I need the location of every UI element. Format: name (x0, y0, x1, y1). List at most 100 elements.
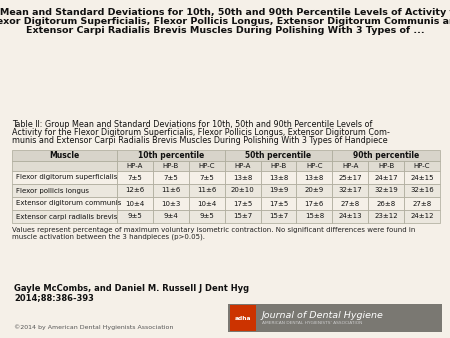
Text: 7±5: 7±5 (163, 174, 178, 180)
Bar (368, 161, 404, 171)
Bar (117, 197, 153, 210)
Bar (225, 150, 333, 161)
Text: Extensor digitorum communis: Extensor digitorum communis (16, 200, 122, 207)
Text: HP-A: HP-A (127, 163, 143, 169)
Text: 12±6: 12±6 (125, 188, 144, 193)
Text: 24±13: 24±13 (338, 214, 362, 219)
Text: HP-A: HP-A (342, 163, 359, 169)
Text: 15±8: 15±8 (305, 214, 324, 219)
Bar (12, 197, 117, 210)
Text: Table II: Group Mean and Standard Deviations for 10th, 50th and 90th Percentile : Table II: Group Mean and Standard Deviat… (12, 120, 373, 129)
Bar (261, 171, 297, 184)
Bar (333, 197, 368, 210)
Text: Values represent percentage of maximum voluntary isometric contraction. No signi: Values represent percentage of maximum v… (12, 227, 415, 233)
Text: 24±15: 24±15 (410, 174, 434, 180)
Text: HP-C: HP-C (306, 163, 323, 169)
Text: 11±6: 11±6 (197, 188, 216, 193)
Bar (333, 184, 368, 197)
Bar (404, 197, 440, 210)
Bar (117, 171, 153, 184)
Text: Activity for the Flexor Digitorum Superficialis, Flexor Pollicis Longus, Extenso: Activity for the Flexor Digitorum Superf… (12, 128, 390, 137)
Bar (225, 210, 261, 223)
Text: 17±5: 17±5 (233, 200, 252, 207)
Text: 27±8: 27±8 (341, 200, 360, 207)
Bar (297, 197, 333, 210)
Bar (297, 171, 333, 184)
Text: munis and Extensor Carpi Radialis Brevis Muscles During Polishing With 3 Types o: munis and Extensor Carpi Radialis Brevis… (12, 137, 387, 145)
Text: HP-C: HP-C (414, 163, 430, 169)
Text: 10±4: 10±4 (125, 200, 144, 207)
Text: Extensor carpi radialis brevis: Extensor carpi radialis brevis (16, 214, 117, 219)
Text: adha: adha (235, 315, 251, 320)
Bar (404, 210, 440, 223)
Text: 7±5: 7±5 (199, 174, 214, 180)
Bar (189, 161, 225, 171)
Bar (261, 197, 297, 210)
Text: Flexor pollicis longus: Flexor pollicis longus (16, 188, 89, 193)
Bar (153, 197, 189, 210)
Text: HP-B: HP-B (270, 163, 287, 169)
Bar (261, 210, 297, 223)
Bar (225, 161, 261, 171)
Text: Journal of Dental Hygiene: Journal of Dental Hygiene (262, 311, 384, 319)
Text: HP-B: HP-B (163, 163, 179, 169)
Text: 20±10: 20±10 (231, 188, 255, 193)
Bar (117, 150, 225, 161)
Bar (228, 304, 442, 332)
Bar (153, 184, 189, 197)
Bar (261, 184, 297, 197)
Text: Muscle: Muscle (50, 151, 80, 160)
Bar (368, 184, 404, 197)
Text: 10±3: 10±3 (161, 200, 180, 207)
Text: 10th percentile: 10th percentile (138, 151, 204, 160)
Bar (189, 171, 225, 184)
Text: 90th percentile: 90th percentile (353, 151, 419, 160)
Text: Group Mean and Standard Deviations for 10th, 50th and 90th Percentile Levels of : Group Mean and Standard Deviations for 1… (0, 8, 450, 17)
Bar (261, 161, 297, 171)
Bar (333, 210, 368, 223)
Text: 13±8: 13±8 (233, 174, 252, 180)
Bar (368, 197, 404, 210)
Bar (153, 171, 189, 184)
Bar (368, 210, 404, 223)
Bar (333, 171, 368, 184)
Text: 9±4: 9±4 (163, 214, 178, 219)
Text: Extensor Carpi Radialis Brevis Muscles During Polishing With 3 Types of ...: Extensor Carpi Radialis Brevis Muscles D… (26, 26, 424, 35)
Text: 13±8: 13±8 (305, 174, 324, 180)
Text: 27±8: 27±8 (413, 200, 432, 207)
Text: 10±4: 10±4 (197, 200, 216, 207)
Bar (12, 161, 117, 171)
Text: 26±8: 26±8 (377, 200, 396, 207)
Bar (153, 161, 189, 171)
Text: 11±6: 11±6 (161, 188, 180, 193)
Text: AMERICAN DENTAL HYGIENISTS' ASSOCIATION: AMERICAN DENTAL HYGIENISTS' ASSOCIATION (262, 321, 362, 325)
Text: 24±12: 24±12 (410, 214, 434, 219)
Text: 17±5: 17±5 (269, 200, 288, 207)
Bar (12, 184, 117, 197)
Bar (117, 210, 153, 223)
Bar (230, 305, 256, 331)
Bar (117, 184, 153, 197)
Bar (117, 161, 153, 171)
Text: HP-A: HP-A (234, 163, 251, 169)
Bar (225, 171, 261, 184)
Text: 15±7: 15±7 (233, 214, 252, 219)
Bar (12, 210, 117, 223)
Text: ©2014 by American Dental Hygienists Association: ©2014 by American Dental Hygienists Asso… (14, 324, 173, 330)
Text: 50th percentile: 50th percentile (245, 151, 311, 160)
Bar (333, 161, 368, 171)
Text: 7±5: 7±5 (127, 174, 142, 180)
Bar (189, 210, 225, 223)
Bar (297, 184, 333, 197)
Text: 15±7: 15±7 (269, 214, 288, 219)
Text: 13±8: 13±8 (269, 174, 288, 180)
Text: 17±6: 17±6 (305, 200, 324, 207)
Bar (297, 161, 333, 171)
Text: 24±17: 24±17 (374, 174, 398, 180)
Bar (12, 171, 117, 184)
Bar (333, 150, 440, 161)
Bar (189, 197, 225, 210)
Text: Flexor digitorum superficialis: Flexor digitorum superficialis (16, 174, 117, 180)
Text: 32±17: 32±17 (338, 188, 362, 193)
Text: 9±5: 9±5 (199, 214, 214, 219)
